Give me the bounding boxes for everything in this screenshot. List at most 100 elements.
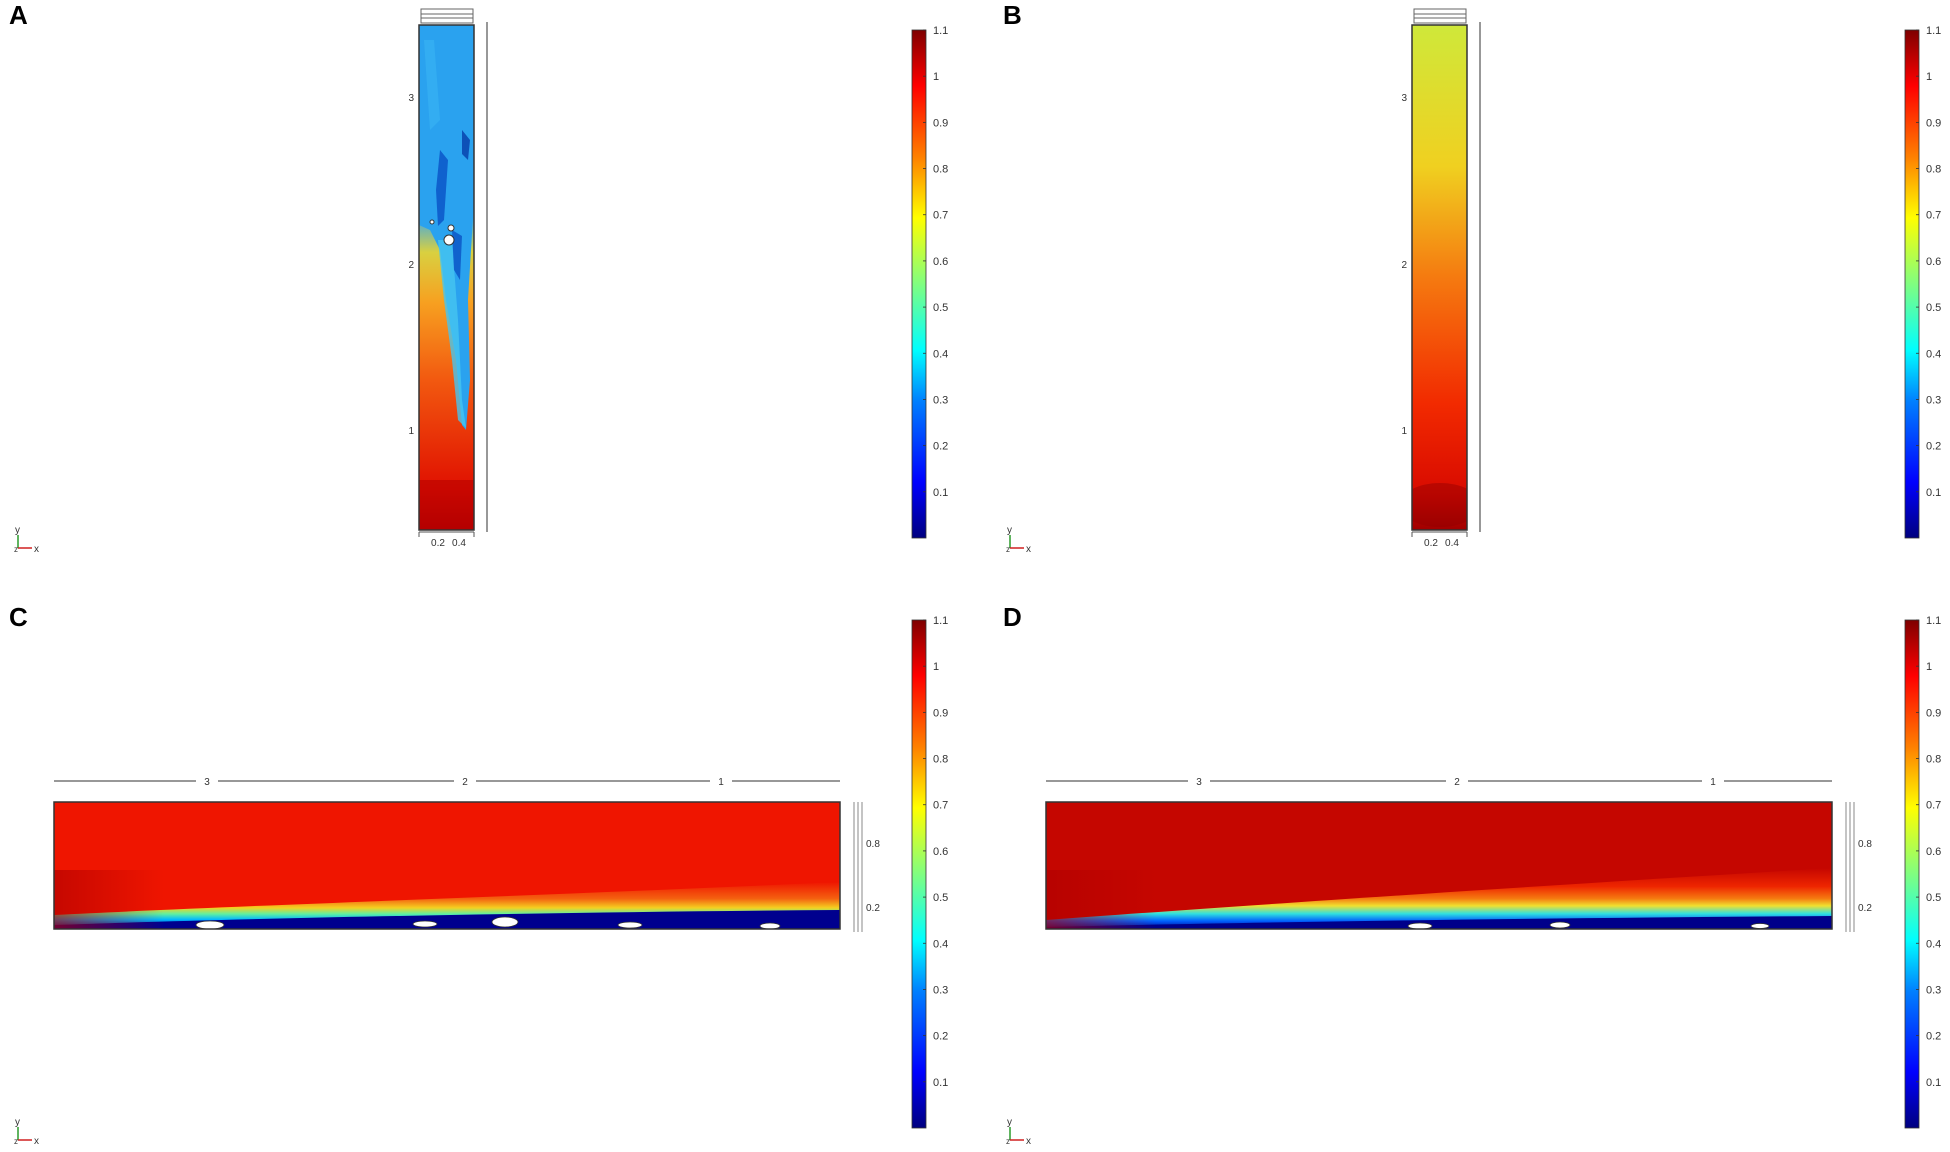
panel-label-d: D: [1003, 602, 1022, 632]
triad-z-label: z: [1006, 1137, 1010, 1146]
colorbar-tick-label: 0.6: [933, 256, 948, 268]
colorbar-tick-label: 0.3: [933, 984, 948, 996]
axis-triad-d: y x z: [1006, 1117, 1031, 1147]
panel-c-side-tick: 0.8: [866, 839, 880, 850]
colorbar-tick-label: 1.1: [1926, 25, 1941, 37]
colorbar-tick-label: 0.8: [933, 754, 948, 766]
panel-b-y-tick: 2: [1401, 260, 1407, 271]
colorbar-tick-label: 0.7: [933, 800, 948, 812]
colorbar-tick-label: 0.9: [1926, 707, 1941, 719]
panel-a-y-tick: 2: [408, 260, 414, 271]
triad-y-label: y: [15, 1117, 20, 1128]
panel-a-y-tick: 1: [408, 426, 414, 437]
colorbar-tick-label: 0.4: [1926, 938, 1941, 950]
colorbar-tick-label: 0.2: [1926, 441, 1941, 453]
triad-z-label: z: [1006, 545, 1010, 554]
colorbar-tick-label: 0.2: [933, 441, 948, 453]
colorbar-tick-label: 0.7: [1926, 210, 1941, 222]
triad-y-label: y: [15, 525, 20, 536]
panel-b-plot: 3 2 1 0.2 0.4: [1401, 8, 1481, 549]
panel-b-y-tick: 1: [1401, 426, 1407, 437]
colorbar-tick-label: 0.5: [933, 302, 948, 314]
triad-x-label: x: [34, 1136, 39, 1147]
colorbar-tick-label: 0.1: [1926, 487, 1941, 499]
colorbar-tick-label: 0.2: [1926, 1031, 1941, 1043]
colorbar-d: 1.1 1 0.9 0.8 0.7 0.6 0.5 0.4 0.3 0.2 0.1: [1904, 615, 1941, 1129]
colorbar-tick-label: 0.1: [933, 487, 948, 499]
colorbar-tick-label: 0.5: [1926, 892, 1941, 904]
colorbar-tick-label: 0.6: [1926, 846, 1941, 858]
colorbar-tick-label: 0.4: [1926, 348, 1941, 360]
axis-triad-c: y x z: [14, 1117, 39, 1147]
colorbar-tick-label: 0.8: [1926, 164, 1941, 176]
panel-d-x-tick: 2: [1454, 777, 1460, 788]
colorbar-tick-label: 0.7: [933, 210, 948, 222]
colorbar-tick-label: 1.1: [933, 25, 948, 37]
panel-d-domain-border: [1045, 801, 1833, 930]
triad-z-label: z: [14, 545, 18, 554]
panel-c-x-tick: 2: [462, 777, 468, 788]
axis-triad-a: y x z: [14, 525, 39, 555]
colorbar-a: 1.1 1 0.9 0.8 0.7 0.6 0.5 0.4 0.3 0.2 0.1: [911, 25, 948, 539]
panel-b-x-tick: 0.4: [1445, 538, 1459, 549]
panel-c-domain-border: [53, 801, 841, 930]
colorbar-tick-label: 0.9: [1926, 117, 1941, 129]
colorbar-tick-label: 0.4: [933, 348, 948, 360]
colorbar-tick-label: 0.6: [1926, 256, 1941, 268]
colorbar-tick-label: 0.2: [933, 1031, 948, 1043]
colorbar-tick-label: 0.8: [933, 164, 948, 176]
triad-y-label: y: [1007, 1117, 1012, 1128]
colorbar-tick-label: 1: [933, 661, 939, 673]
panel-d-x-tick: 3: [1196, 777, 1202, 788]
triad-z-label: z: [14, 1137, 18, 1146]
colorbar-tick-label: 0.3: [1926, 394, 1941, 406]
colorbar-b: 1.1 1 0.9 0.8 0.7 0.6 0.5 0.4 0.3 0.2 0.1: [1904, 25, 1941, 539]
colorbar-tick-label: 1.1: [933, 615, 948, 627]
panel-a-domain-border: [418, 24, 475, 531]
panel-a-plot: 3 2 1 0.2 0.4: [408, 8, 488, 549]
panel-label-b: B: [1003, 0, 1022, 30]
panel-label-a: A: [9, 0, 28, 30]
axis-triad-b: y x z: [1006, 525, 1031, 555]
panel-a-x-tick: 0.2: [431, 538, 445, 549]
panel-d-side-tick: 0.8: [1858, 839, 1872, 850]
colorbar-tick-label: 0.9: [933, 707, 948, 719]
colorbar-tick-label: 1: [1926, 661, 1932, 673]
panel-d-x-tick: 1: [1710, 777, 1716, 788]
colorbar-tick-label: 1: [933, 71, 939, 83]
panel-c-side-tick: 0.2: [866, 903, 880, 914]
panel-b-field: [1412, 25, 1467, 530]
colorbar-tick-label: 0.7: [1926, 800, 1941, 812]
triad-x-label: x: [34, 544, 39, 555]
panel-label-c: C: [9, 602, 28, 632]
panel-d-plot: 3 2 1 0.8 0.2: [1045, 774, 1872, 932]
panel-c-plot: 3 2 1 0.8 0.2: [53, 774, 880, 932]
colorbar-tick-label: 0.1: [1926, 1077, 1941, 1089]
colorbar-tick-label: 0.6: [933, 846, 948, 858]
colorbar-tick-label: 0.4: [933, 938, 948, 950]
triad-y-label: y: [1007, 525, 1012, 536]
colorbar-tick-label: 0.5: [1926, 302, 1941, 314]
panel-b-y-tick: 3: [1401, 93, 1407, 104]
panel-a-top-cap: [420, 8, 474, 24]
colorbar-tick-label: 1.1: [1926, 615, 1941, 627]
panel-b-top-cap: [1413, 8, 1467, 24]
panel-c-x-tick: 1: [718, 777, 724, 788]
colorbar-tick-label: 0.5: [933, 892, 948, 904]
colorbar-tick-label: 0.9: [933, 117, 948, 129]
panel-b-x-tick: 0.2: [1424, 538, 1438, 549]
triad-x-label: x: [1026, 544, 1031, 555]
panel-d-side-tick: 0.2: [1858, 903, 1872, 914]
colorbar-tick-label: 0.3: [1926, 984, 1941, 996]
colorbar-tick-label: 0.1: [933, 1077, 948, 1089]
panel-a-y-tick: 3: [408, 93, 414, 104]
colorbar-tick-label: 0.8: [1926, 754, 1941, 766]
panel-b-domain-border: [1411, 24, 1468, 531]
triad-x-label: x: [1026, 1136, 1031, 1147]
colorbar-c: 1.1 1 0.9 0.8 0.7 0.6 0.5 0.4 0.3 0.2 0.1: [911, 615, 948, 1129]
colorbar-tick-label: 0.3: [933, 394, 948, 406]
panel-c-x-tick: 3: [204, 777, 210, 788]
colorbar-tick-label: 1: [1926, 71, 1932, 83]
